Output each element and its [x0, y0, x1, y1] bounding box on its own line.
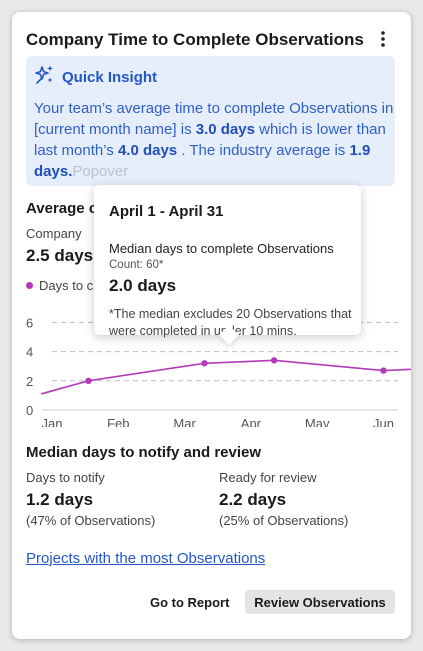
popover-overlay-label: Popover — [72, 163, 129, 180]
go-to-report-button[interactable]: Go to Report — [150, 594, 230, 610]
data-point-4 — [380, 367, 387, 374]
insight-text-part-2: which is lower than last month’s — [34, 121, 386, 159]
data-point-1 — [85, 377, 92, 384]
observations-card: Company Time to Complete Observations Qu… — [12, 12, 411, 639]
tooltip-date-range: April 1 - April 31 — [109, 203, 224, 220]
x-tick-label-jan: Jan — [42, 416, 63, 427]
y-tick-label-4: 4 — [26, 345, 33, 360]
tooltip-footnote: *The median excludes 20 Observations tha… — [109, 307, 352, 338]
legend-dot — [26, 282, 33, 289]
x-tick-label-mar: Mar — [173, 416, 196, 427]
chart-tooltip: April 1 - April 31 Median days to comple… — [94, 185, 361, 338]
days-to-notify-share: (47% of Observations) — [26, 513, 156, 528]
days-to-notify-value: 1.2 days — [26, 490, 94, 509]
series-line — [40, 359, 411, 395]
tooltip-count: Count: 60* — [109, 259, 164, 271]
days-to-notify-label: Days to notify — [26, 470, 105, 485]
review-observations-button[interactable]: Review Observations — [245, 590, 395, 614]
x-tick-label-may: May — [305, 416, 330, 427]
y-tick-label-0: 0 — [26, 403, 33, 418]
company-value: 2.5 days — [26, 246, 94, 265]
ready-for-review-metric: Ready for review 2.2 days (25% of Observ… — [219, 470, 348, 528]
x-tick-label-feb: Feb — [107, 416, 129, 427]
company-label: Company — [26, 226, 82, 241]
chart-legend: Days to c — [26, 278, 93, 293]
quick-insight-header: Quick Insight — [34, 64, 157, 91]
average-section-title: Average c — [26, 200, 98, 217]
insight-last-value: 4.0 days — [117, 142, 178, 159]
notify-review-title: Median days to notify and review — [26, 444, 262, 461]
sparkle-icon — [34, 64, 56, 91]
insight-text-part-1: Your team’s average time to complete Obs… — [34, 100, 394, 138]
quick-insight-text: Your team’s average time to complete Obs… — [34, 98, 394, 182]
card-title: Company Time to Complete Observations — [26, 30, 364, 49]
quick-insight-title: Quick Insight — [62, 69, 158, 86]
y-tick-label-2: 2 — [26, 374, 33, 389]
insight-industry-value: 1.9 days. — [34, 142, 371, 180]
y-tick-label-6: 6 — [26, 315, 33, 330]
ready-for-review-value: 2.2 days — [219, 490, 287, 509]
legend-label: Days to c — [39, 278, 94, 293]
ready-for-review-label: Ready for review — [219, 470, 317, 485]
quick-insight-panel: Quick Insight Your team’s average time t… — [26, 56, 395, 186]
projects-most-observations-link[interactable]: Projects with the most Observations — [26, 550, 266, 567]
data-point-2 — [201, 360, 208, 367]
x-tick-label-apr: Apr — [241, 416, 262, 427]
insight-text-part-3: . The industry average is — [177, 142, 350, 159]
days-to-notify-metric: Days to notify 1.2 days (47% of Observat… — [26, 470, 155, 528]
kebab-menu-icon[interactable] — [374, 28, 392, 50]
data-point-3 — [270, 357, 278, 364]
ready-for-review-share: (25% of Observations) — [219, 513, 349, 528]
insight-current-value: 3.0 days — [195, 121, 255, 138]
x-tick-label-jun: Jun — [373, 416, 394, 427]
tooltip-value: 2.0 days — [109, 276, 177, 295]
tooltip-metric-label: Median days to complete Observations — [109, 241, 334, 256]
